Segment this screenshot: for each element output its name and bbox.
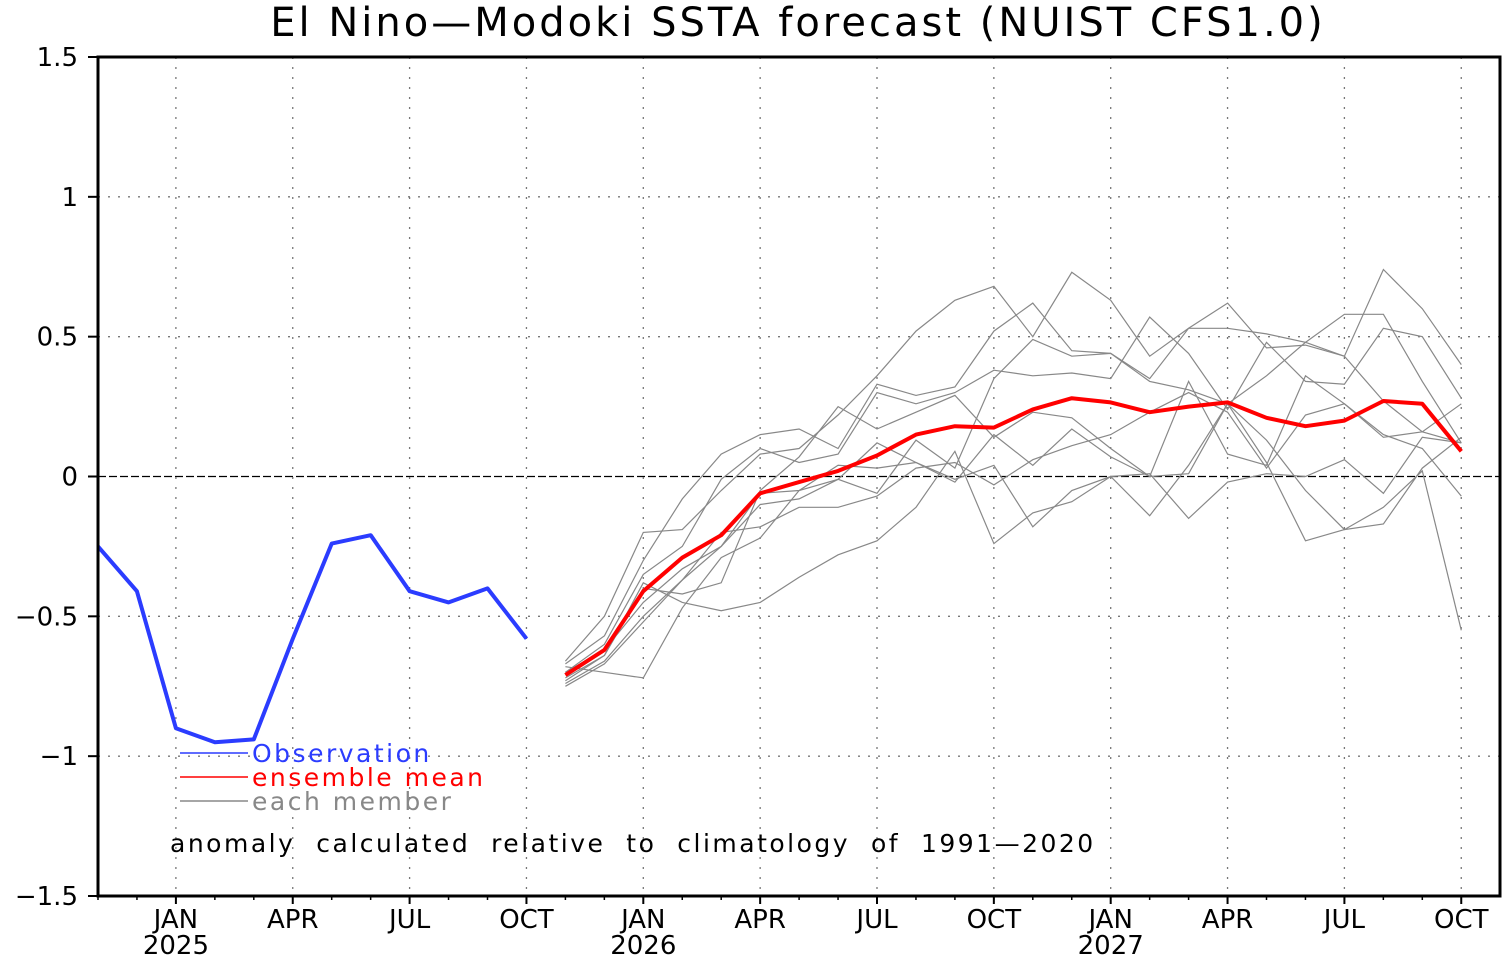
- legend-label: ensemble mean: [252, 763, 486, 792]
- x-tick-label: OCT: [967, 905, 1022, 935]
- x-tick-label: JUL: [387, 905, 431, 935]
- grid: [98, 57, 1500, 896]
- member-line: [565, 338, 1462, 685]
- y-tick-label: −1.5: [15, 882, 78, 912]
- member-line: [565, 374, 1462, 682]
- y-axis: 1.5 1 0.5 0 −0.5 −1 −1.5: [15, 43, 98, 912]
- y-tick-label: 1.5: [37, 43, 78, 73]
- x-tick-label: APR: [1202, 905, 1254, 935]
- member-line: [565, 402, 1462, 679]
- x-tick-label: OCT: [499, 905, 554, 935]
- x-tick-label: APR: [267, 905, 319, 935]
- member-lines: [564, 268, 1462, 687]
- y-tick-label: −0.5: [15, 602, 78, 632]
- member-line: [565, 316, 1462, 673]
- x-tick-label: OCT: [1434, 905, 1489, 935]
- x-tick-label: JAN: [1086, 905, 1132, 935]
- ensemble-mean-line: [564, 396, 1463, 677]
- series-lines: [96, 396, 1463, 745]
- x-tick-year: 2025: [143, 931, 209, 958]
- y-tick-label: 0: [61, 463, 78, 493]
- member-line: [565, 402, 1462, 679]
- member-line: [564, 268, 1462, 662]
- member-line: [565, 436, 1462, 673]
- x-tick-year: 2027: [1078, 931, 1144, 958]
- x-tick-year: 2026: [610, 931, 676, 958]
- x-tick-label: APR: [734, 905, 786, 935]
- y-tick-label: 1: [61, 183, 78, 213]
- member-line: [565, 302, 1462, 665]
- member-line: [565, 391, 1462, 687]
- climatology-note: anomaly calculated relative to climatolo…: [170, 829, 1096, 858]
- y-tick-label: −1: [40, 742, 78, 772]
- x-tick-label: JUL: [1322, 905, 1366, 935]
- chart-title: El Nino—Modoki SSTA forecast (NUIST CFS1…: [270, 0, 1325, 46]
- legend-label: each member: [252, 787, 453, 816]
- x-tick-label: JUL: [854, 905, 898, 935]
- observation-line: [96, 533, 529, 745]
- x-tick-label: JAN: [619, 905, 665, 935]
- x-tick-label: JAN: [152, 905, 198, 935]
- legend-label: Observation: [252, 739, 432, 768]
- y-tick-label: 0.5: [37, 323, 78, 353]
